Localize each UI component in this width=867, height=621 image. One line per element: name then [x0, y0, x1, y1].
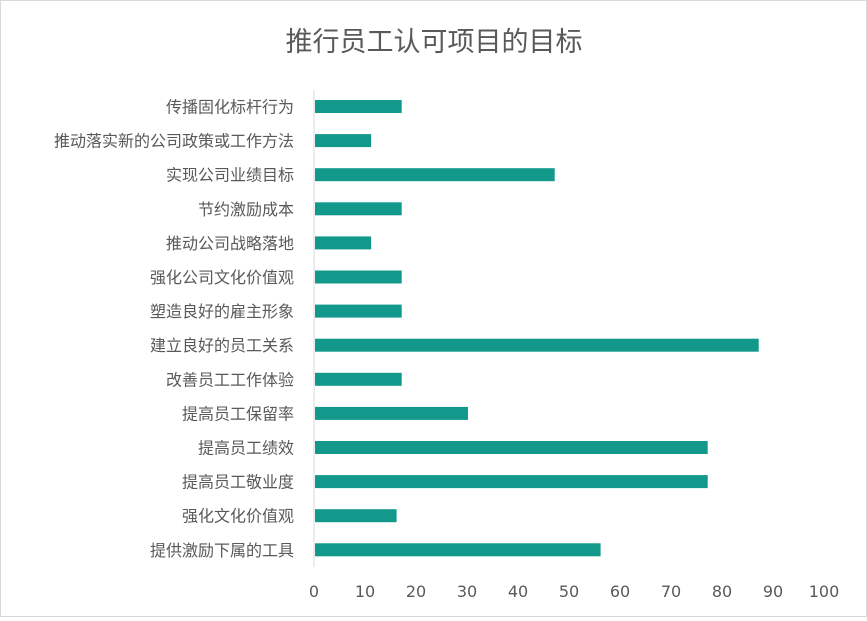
bar: [315, 338, 759, 352]
x-tick-label: 70: [661, 582, 681, 601]
x-tick-label: 10: [355, 582, 375, 601]
bar: [315, 236, 372, 250]
category-label: 实现公司业绩目标: [166, 166, 294, 185]
x-tick-labels: 0 10 20 30 40 50 60 70 80 90 100: [309, 582, 839, 601]
x-tick-label: 20: [406, 582, 426, 601]
x-tick-label: 50: [559, 582, 579, 601]
category-label: 提高员工保留率: [182, 404, 294, 423]
bar: [315, 134, 372, 148]
category-label: 节约激励成本: [198, 200, 294, 219]
category-label: 建立良好的员工关系: [150, 336, 294, 355]
x-tick-label: 40: [508, 582, 528, 601]
bar: [315, 202, 402, 216]
bar: [315, 270, 402, 284]
bar: [315, 441, 708, 454]
bar: [315, 372, 402, 386]
bars: [315, 100, 759, 557]
category-labels: 传播固化标杆行为推动落实新的公司政策或工作方法实现公司业绩目标节约激励成本推动公…: [54, 98, 294, 560]
x-tick-label: 100: [809, 582, 840, 601]
bar: [315, 475, 708, 489]
chart-title: 推行员工认可项目的目标: [286, 27, 583, 58]
bar: [315, 543, 601, 557]
x-tick-label: 0: [309, 582, 319, 601]
category-label: 强化公司文化价值观: [150, 268, 294, 287]
bar: [315, 509, 397, 523]
category-label: 提供激励下属的工具: [150, 541, 294, 560]
x-tick-label: 60: [610, 582, 630, 601]
category-label: 推动落实新的公司政策或工作方法: [54, 132, 294, 151]
category-label: 提高员工绩效: [198, 439, 294, 458]
category-label: 改善员工工作体验: [166, 370, 294, 389]
bar: [315, 168, 555, 182]
x-tick-label: 30: [457, 582, 477, 601]
category-label: 提高员工敬业度: [182, 473, 294, 492]
bar: [315, 100, 402, 113]
x-tick-label: 90: [763, 582, 783, 601]
category-label: 传播固化标杆行为: [166, 98, 294, 117]
bar: [315, 406, 468, 420]
category-label: 塑造良好的雇主形象: [150, 302, 294, 321]
category-label: 推动公司战略落地: [166, 234, 294, 253]
bar: [315, 304, 402, 318]
category-label: 强化文化价值观: [182, 507, 294, 526]
x-tick-label: 80: [712, 582, 732, 601]
